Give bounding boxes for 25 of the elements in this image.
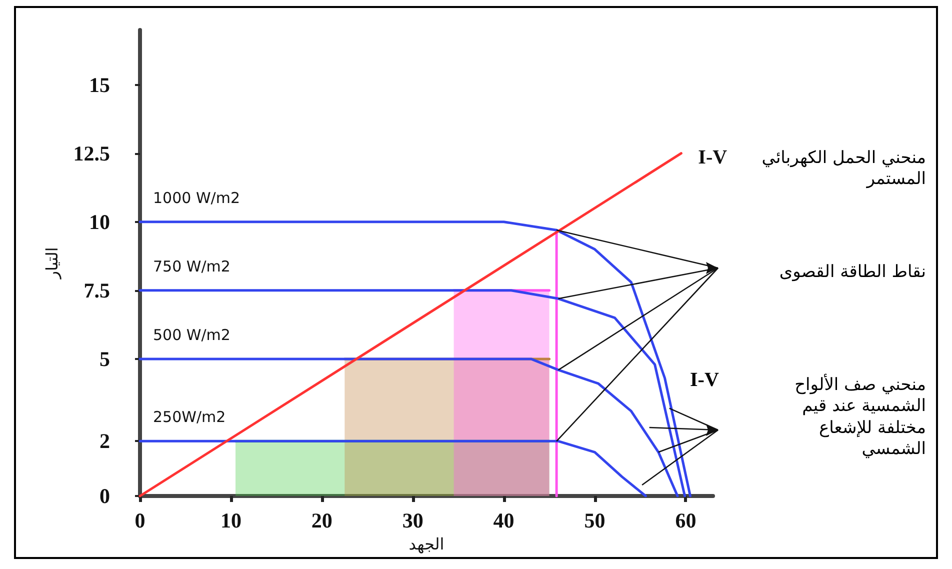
x-axis-title: الجهد <box>408 534 444 554</box>
text: منحني صف الألواح الشمسية عند قيم مختلفة للإشعاع الشمسي <box>794 375 926 460</box>
x-tick-label: 30 <box>402 508 424 532</box>
x-tick-label: 40 <box>493 508 514 532</box>
y-tick-label: 2 <box>100 429 110 454</box>
series-label: 500 W/m2 <box>153 326 230 344</box>
y-tick-label: 5 <box>100 346 110 371</box>
text: نقاط الطاقة القصوى <box>778 262 926 284</box>
y-tick-label: 7.5 <box>84 278 110 302</box>
y-tick-label: 0 <box>100 484 110 508</box>
x-tick-label: 20 <box>311 508 332 532</box>
y-tick-label: 15 <box>89 72 110 97</box>
series-label: 1000 W/m2 <box>153 188 240 207</box>
x-tick-label: 50 <box>584 508 606 532</box>
text: منحني الحمل الكهربائي المستمر <box>760 148 926 190</box>
x-tick-label: 60 <box>675 508 696 532</box>
series-label: I-V <box>698 146 728 168</box>
annotation: I-V <box>690 368 719 393</box>
x-tick-label: 0 <box>134 508 146 532</box>
series-label: 250W/m2 <box>153 408 226 426</box>
x-tick-label: 10 <box>220 508 242 532</box>
y-tick-label: 10 <box>89 210 110 234</box>
y-axis-title: التيار <box>42 247 62 280</box>
series-label: 750 W/m2 <box>153 257 230 276</box>
y-tick-label: 12.5 <box>73 141 110 166</box>
